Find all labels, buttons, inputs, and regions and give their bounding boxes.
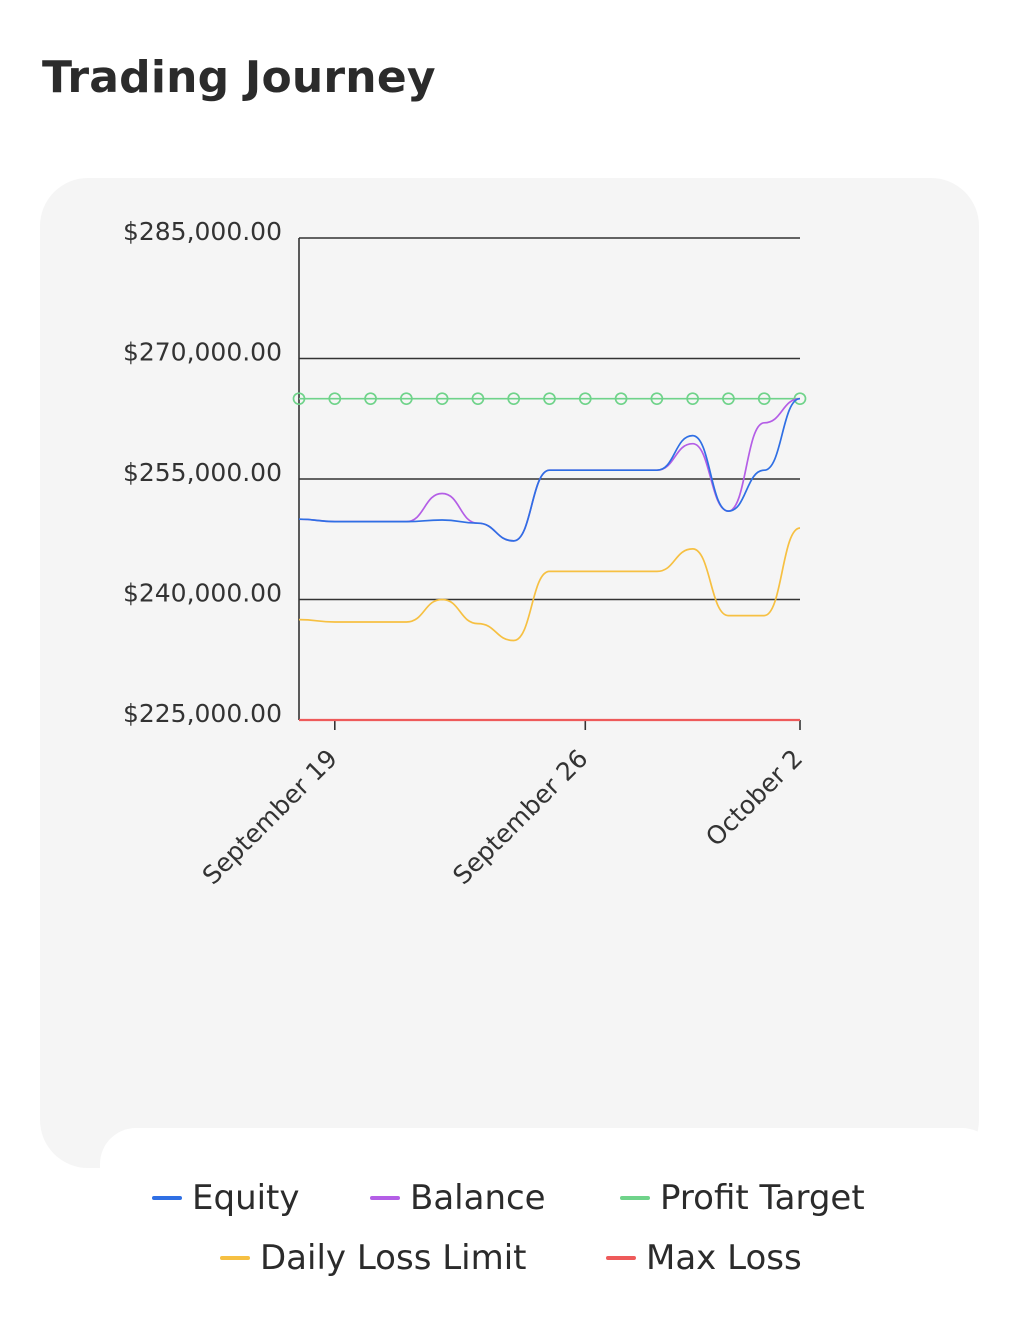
legend-swatch-max-loss	[606, 1256, 636, 1260]
legend-item-daily-loss-limit[interactable]: Daily Loss Limit	[220, 1238, 527, 1278]
series-line-daily-loss-limit	[298, 527, 801, 642]
legend-item-equity[interactable]: Equity	[152, 1178, 300, 1218]
legend-label-balance: Balance	[410, 1178, 546, 1218]
data-point-profit-target	[507, 392, 521, 406]
legend-swatch-balance	[370, 1196, 400, 1200]
legend-label-equity: Equity	[192, 1178, 300, 1218]
data-point-profit-target	[471, 392, 485, 406]
legend-swatch-daily-loss-limit	[220, 1256, 250, 1260]
y-tick-label: $270,000.00	[123, 338, 282, 367]
data-point-profit-target	[400, 392, 413, 406]
data-point-profit-target	[614, 392, 628, 406]
legend-label-max-loss: Max Loss	[646, 1238, 802, 1278]
legend-item-balance[interactable]: Balance	[370, 1178, 546, 1218]
data-point-profit-target	[686, 392, 699, 406]
data-point-profit-target	[364, 392, 377, 406]
legend-swatch-profit-target	[620, 1196, 650, 1200]
legend-label-profit-target: Profit Target	[660, 1178, 865, 1218]
chart-legend: Equity Balance Profit Target Daily Loss …	[100, 1128, 998, 1326]
chart-card: $225,000.00 $240,000.00 $255,000.00 $270,00…	[40, 178, 998, 1326]
legend-swatch-equity	[152, 1196, 182, 1200]
data-point-profit-target	[793, 392, 807, 406]
data-point-profit-target	[722, 392, 735, 406]
x-tick-label: September 26	[447, 744, 593, 890]
y-tick-label: $240,000.00	[123, 579, 282, 608]
data-point-profit-target	[435, 392, 449, 406]
legend-item-max-loss[interactable]: Max Loss	[606, 1238, 802, 1278]
data-point-profit-target	[292, 392, 306, 406]
series-line-equity	[298, 397, 801, 542]
data-point-profit-target	[578, 392, 592, 406]
data-point-profit-target	[328, 392, 342, 406]
trading-journey-chart: $225,000.00 $240,000.00 $255,000.00 $270,00…	[123, 217, 808, 890]
legend-item-profit-target[interactable]: Profit Target	[620, 1178, 865, 1218]
x-tick-label: September 19	[197, 744, 343, 890]
page-title: Trading Journey	[42, 52, 436, 103]
y-tick-label: $225,000.00	[123, 699, 282, 728]
legend-label-daily-loss-limit: Daily Loss Limit	[260, 1238, 527, 1278]
x-tick-label: October 2	[700, 744, 808, 852]
data-point-profit-target	[757, 392, 771, 406]
y-tick-label: $255,000.00	[123, 458, 282, 487]
y-tick-label: $285,000.00	[123, 217, 282, 246]
data-point-profit-target	[650, 392, 664, 406]
data-point-profit-target	[543, 392, 556, 406]
